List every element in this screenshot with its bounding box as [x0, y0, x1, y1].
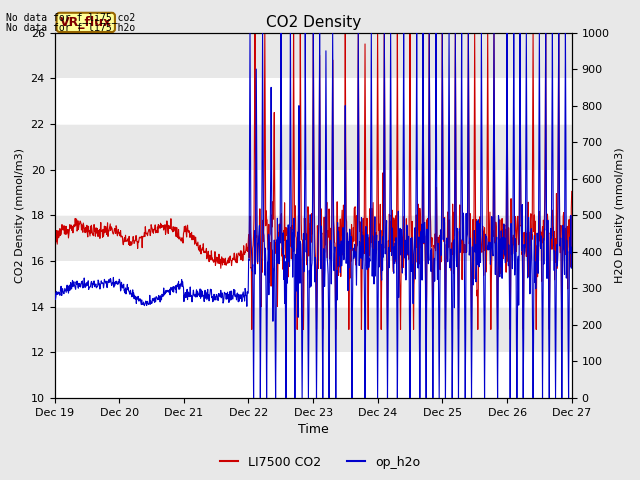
X-axis label: Time: Time	[298, 423, 328, 436]
Text: VR_flux: VR_flux	[60, 16, 112, 29]
Bar	[54, 78, 572, 124]
Text: No data for f_li75_h2o: No data for f_li75_h2o	[6, 22, 136, 33]
Legend: LI7500 CO2, op_h2o: LI7500 CO2, op_h2o	[214, 451, 426, 474]
Bar	[54, 215, 572, 261]
Y-axis label: H2O Density (mmol/m3): H2O Density (mmol/m3)	[615, 147, 625, 283]
Bar	[54, 307, 572, 352]
Y-axis label: CO2 Density (mmol/m3): CO2 Density (mmol/m3)	[15, 148, 25, 283]
Title: CO2 Density: CO2 Density	[266, 15, 361, 30]
Text: No data for f_li75_co2: No data for f_li75_co2	[6, 12, 136, 23]
Bar	[54, 124, 572, 169]
Bar	[54, 352, 572, 398]
Bar	[54, 169, 572, 215]
Bar	[54, 33, 572, 78]
Bar	[54, 261, 572, 307]
